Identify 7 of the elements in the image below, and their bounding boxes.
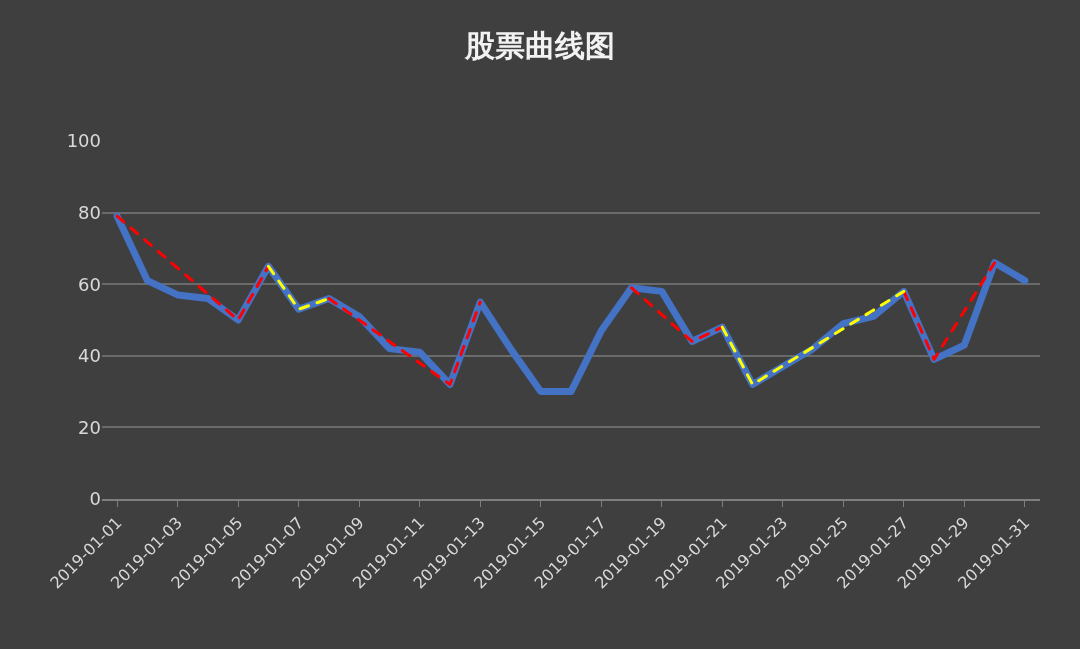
y-tick-label: 60 xyxy=(78,273,101,295)
y-tick-label: 20 xyxy=(78,416,101,438)
y-tick-label: 40 xyxy=(78,345,101,367)
y-tick-label: 0 xyxy=(89,488,101,510)
y-tick-label: 100 xyxy=(66,130,101,152)
chart-title: 股票曲线图 xyxy=(464,27,615,63)
y-tick-label: 80 xyxy=(78,201,101,223)
